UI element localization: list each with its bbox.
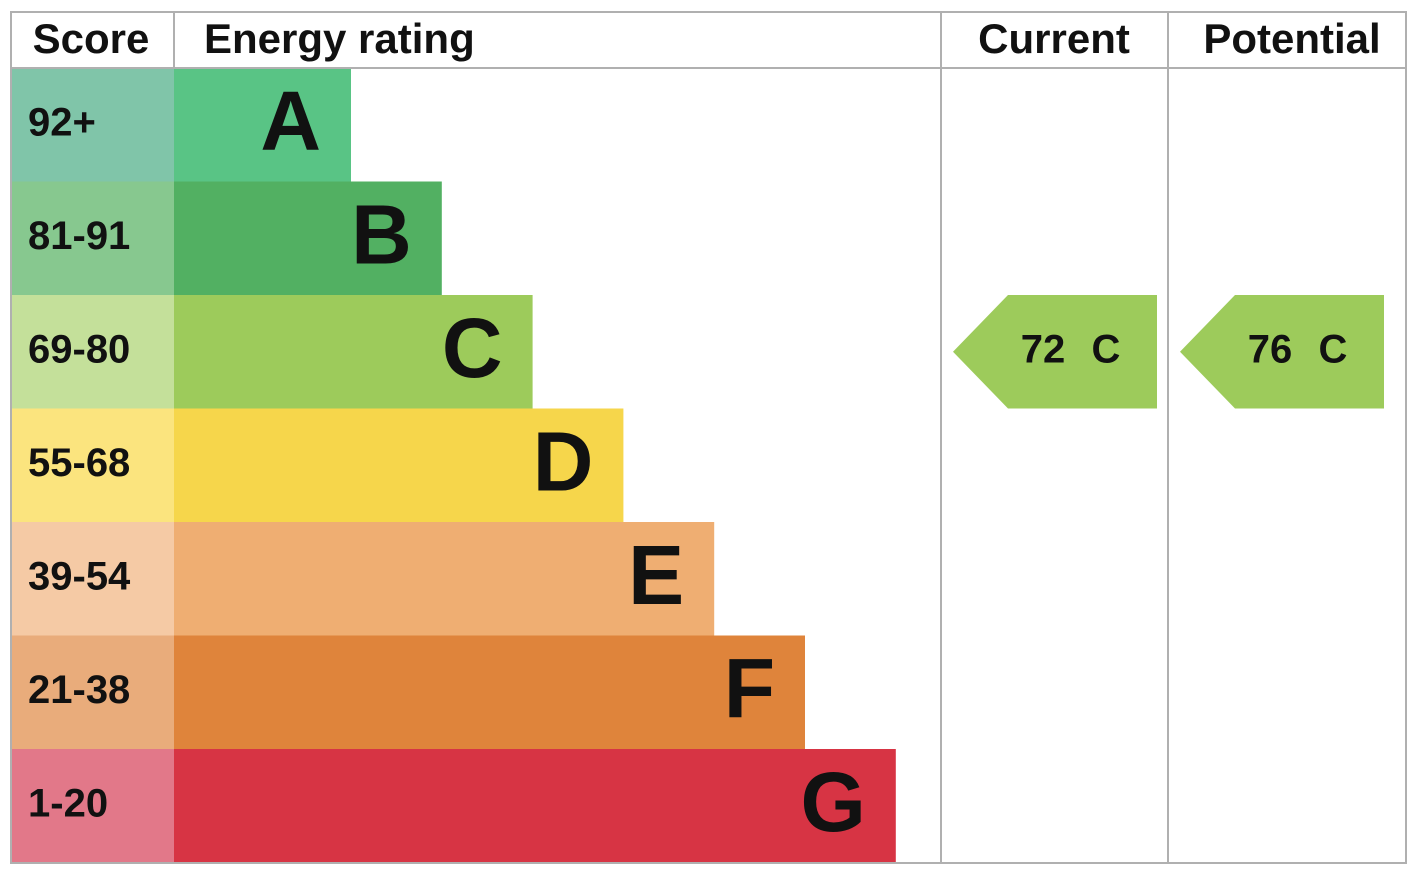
score-label: 39-54	[28, 554, 131, 598]
rating-arrow	[1180, 295, 1384, 409]
arrow-rating: C	[1319, 327, 1348, 371]
arrow-rating: C	[1092, 327, 1121, 371]
header-potential: Potential	[1203, 15, 1380, 62]
rating-bar	[174, 68, 351, 182]
rating-letter: D	[533, 414, 594, 508]
score-label: 81-91	[28, 214, 130, 258]
score-cell	[11, 181, 174, 295]
rating-bar	[174, 408, 624, 522]
rating-letter: B	[351, 187, 412, 281]
score-cell	[11, 68, 174, 182]
header-current: Current	[978, 15, 1130, 62]
header-score: Score	[33, 15, 150, 62]
score-cell	[11, 295, 174, 409]
score-label: 55-68	[28, 441, 130, 485]
rating-arrow	[953, 295, 1157, 409]
header-energy-rating: Energy rating	[204, 15, 475, 62]
arrow-score: 72	[1021, 327, 1066, 371]
score-label: 69-80	[28, 327, 130, 371]
rating-letter: F	[724, 641, 775, 735]
score-label: 1-20	[28, 781, 108, 825]
score-cell	[11, 749, 174, 863]
rating-bar	[174, 295, 533, 409]
rating-letter: E	[628, 528, 684, 622]
rating-bar	[174, 635, 805, 749]
score-cell	[11, 635, 174, 749]
score-cell	[11, 408, 174, 522]
rating-bar	[174, 749, 896, 863]
score-label: 92+	[28, 100, 96, 144]
score-label: 21-38	[28, 668, 130, 712]
rating-letter: A	[260, 74, 321, 168]
rating-letter: C	[442, 301, 503, 395]
rating-letter: G	[800, 755, 865, 849]
score-cell	[11, 522, 174, 636]
table-border	[10, 11, 1407, 864]
arrow-score: 76	[1248, 327, 1293, 371]
rating-bar	[174, 522, 715, 636]
rating-bar	[174, 181, 442, 295]
